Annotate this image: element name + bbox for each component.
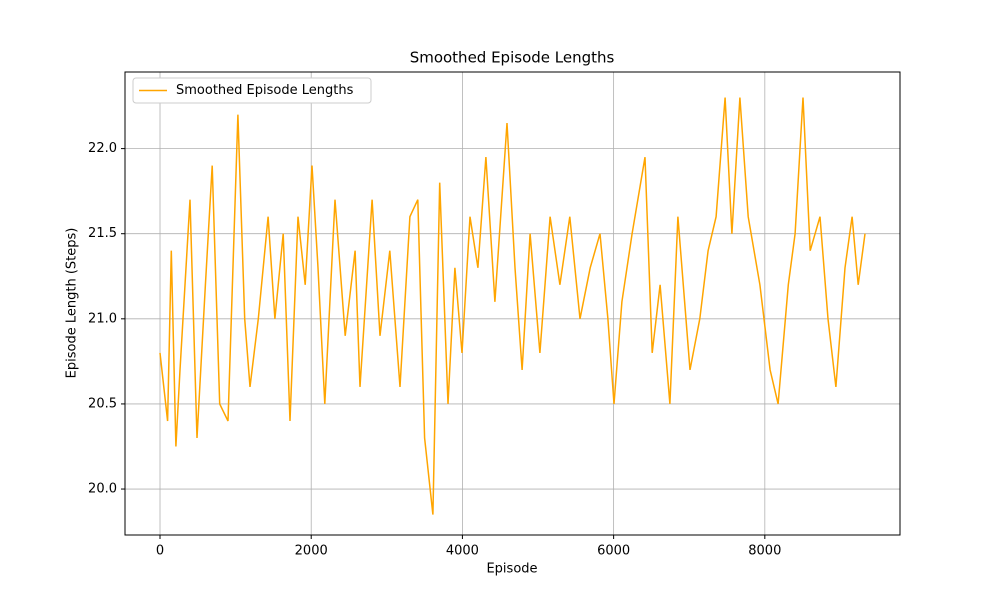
x-tick-label: 0: [156, 544, 164, 559]
x-tick-label: 2000: [295, 544, 328, 559]
y-tick-label: 20.5: [88, 396, 117, 411]
x-tick-label: 4000: [446, 544, 479, 559]
x-tick-label: 8000: [748, 544, 781, 559]
legend-box: [132, 77, 372, 104]
y-tick-label: 21.5: [88, 226, 117, 241]
x-tick-label: 6000: [597, 544, 630, 559]
y-tick-label: 22.0: [88, 141, 117, 156]
x-axis-label: Episode: [486, 562, 537, 577]
y-tick-label: 21.0: [88, 311, 117, 326]
plot-frame: [124, 71, 901, 536]
y-tick-label: 20.0: [88, 482, 117, 497]
y-axis-label: Episode Length (Steps): [65, 228, 80, 379]
data-line: [159, 97, 866, 515]
chart-title: Smoothed Episode Lengths: [410, 49, 615, 67]
legend-label: Smoothed Episode Lengths: [176, 83, 354, 98]
